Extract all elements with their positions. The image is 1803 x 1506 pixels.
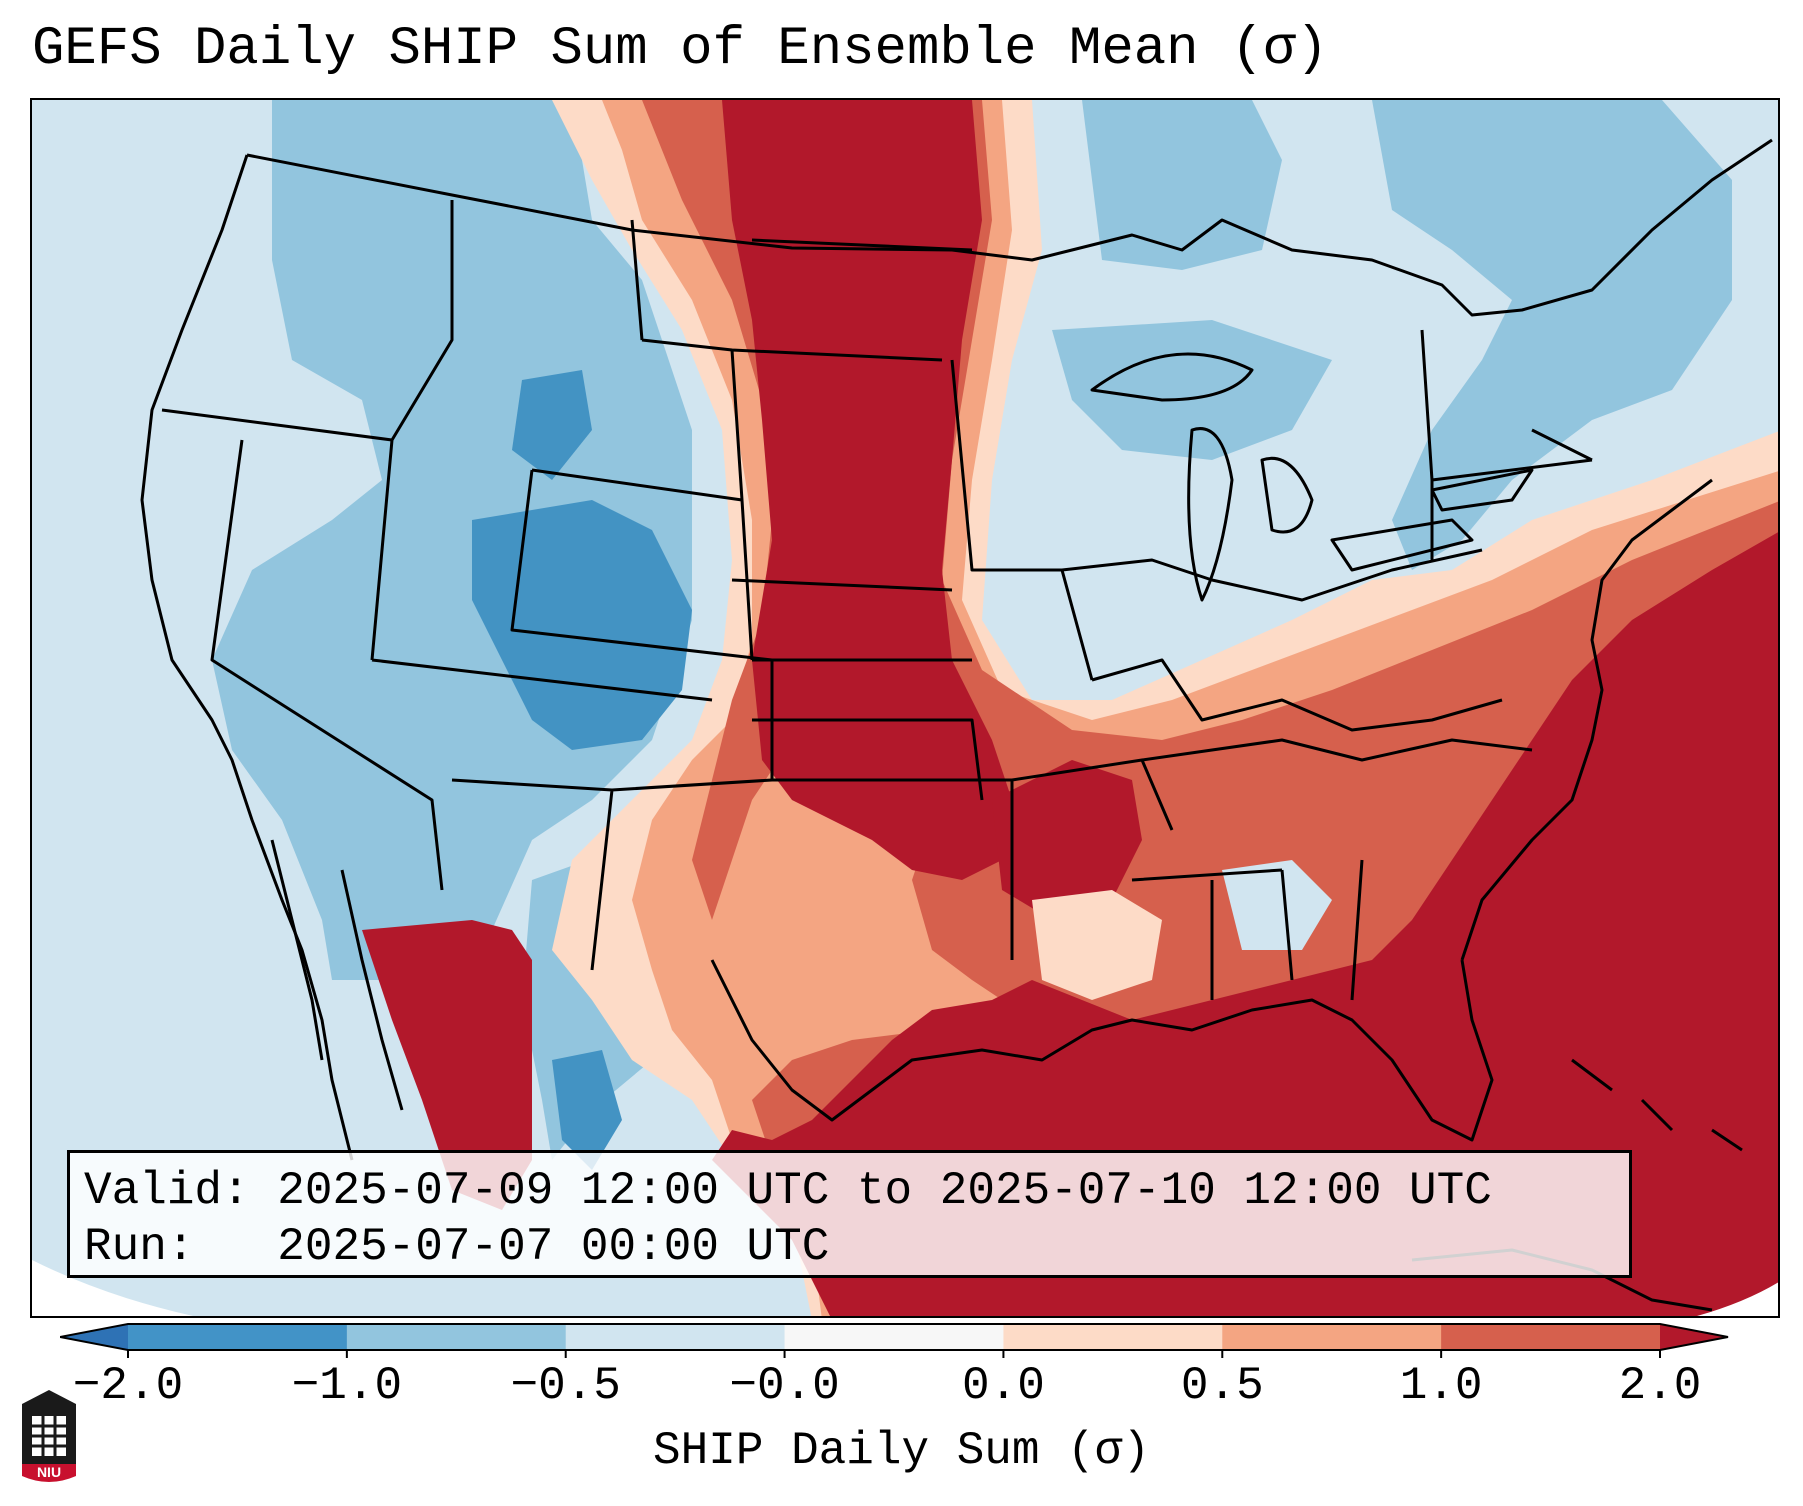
colorbar-tick-label: −0.0 bbox=[729, 1360, 840, 1412]
colorbar-tick-label: 1.0 bbox=[1399, 1360, 1483, 1412]
political-boundaries bbox=[140, 138, 1773, 1312]
field-blue-utah-colorado bbox=[472, 500, 692, 750]
run-label: Run: bbox=[84, 1221, 195, 1273]
colorbar bbox=[60, 1323, 1729, 1358]
field-mid-blue-greatlakes bbox=[1052, 320, 1332, 460]
field-light-red-gulf-states bbox=[1032, 890, 1162, 1000]
field-mid-blue-northeast bbox=[1372, 100, 1732, 570]
baja bbox=[270, 839, 404, 1111]
logo-text: NIU bbox=[37, 1464, 61, 1480]
colorbar-segment bbox=[784, 1324, 1004, 1350]
info-box: Valid: 2025-07-09 12:00 UTC to 2025-07-1… bbox=[67, 1150, 1632, 1278]
field-dark-red-southeast bbox=[712, 532, 1778, 1316]
map-panel bbox=[30, 98, 1780, 1318]
colorbar-ticks bbox=[127, 1350, 1661, 1358]
colorbar-segment bbox=[128, 1324, 348, 1350]
university-seal-icon: NIU bbox=[22, 1390, 76, 1482]
colorbar-segment bbox=[1222, 1324, 1442, 1350]
west-coast bbox=[140, 154, 354, 1161]
colorbar-tick-label: 0.0 bbox=[962, 1360, 1045, 1412]
field-mid-blue-canada bbox=[1082, 100, 1282, 270]
colorbar-segment bbox=[346, 1324, 567, 1350]
field-light-blue-alabama bbox=[1222, 860, 1332, 950]
colorbar-segment bbox=[1003, 1324, 1223, 1350]
field-out-of-domain-se bbox=[1696, 1282, 1778, 1316]
colorbar-tick-label: −0.5 bbox=[510, 1360, 621, 1412]
colorbar-tick-label: −2.0 bbox=[72, 1360, 184, 1412]
field-dark-red-arkansas bbox=[992, 760, 1142, 920]
colorbar-tick-label: −1.0 bbox=[291, 1360, 403, 1412]
colorbar-segment bbox=[1441, 1324, 1661, 1350]
ship-field-map bbox=[32, 100, 1778, 1316]
figure-title: GEFS Daily SHIP Sum of Ensemble Mean (σ) bbox=[32, 19, 1329, 80]
state-lines bbox=[161, 200, 1593, 1001]
colorbar-segments bbox=[60, 1323, 1729, 1351]
colorbar-segment bbox=[565, 1324, 786, 1350]
valid-label: Valid: bbox=[84, 1165, 250, 1217]
colorbar-extend-low bbox=[60, 1324, 128, 1350]
colorbar-label: SHIP Daily Sum (σ) bbox=[653, 1425, 1150, 1477]
field-blue-mexico bbox=[552, 1050, 622, 1170]
us-canada-border bbox=[246, 138, 1773, 317]
field-out-of-domain-sw bbox=[32, 1260, 194, 1316]
niu-logo: NIU bbox=[20, 1390, 78, 1486]
colorbar-tick-label: 0.5 bbox=[1180, 1360, 1264, 1412]
field-dark-red-mexico bbox=[362, 920, 532, 1210]
colorbar-tick-label: 2.0 bbox=[1618, 1360, 1702, 1412]
atlantic-coast bbox=[1460, 478, 1713, 961]
field-dark-red-plains bbox=[722, 100, 1012, 880]
colorbar-extend-high bbox=[1660, 1324, 1728, 1350]
great-lakes bbox=[1090, 352, 1534, 602]
gulf-coast bbox=[710, 959, 1494, 1142]
valid-value: 2025-07-09 12:00 UTC to 2025-07-10 12:00… bbox=[277, 1165, 1492, 1217]
field-blue-idaho bbox=[512, 370, 592, 480]
run-value: 2025-07-07 00:00 UTC bbox=[277, 1221, 830, 1273]
bahamas bbox=[1571, 1058, 1743, 1152]
field-mid-blue-west bbox=[212, 100, 692, 980]
